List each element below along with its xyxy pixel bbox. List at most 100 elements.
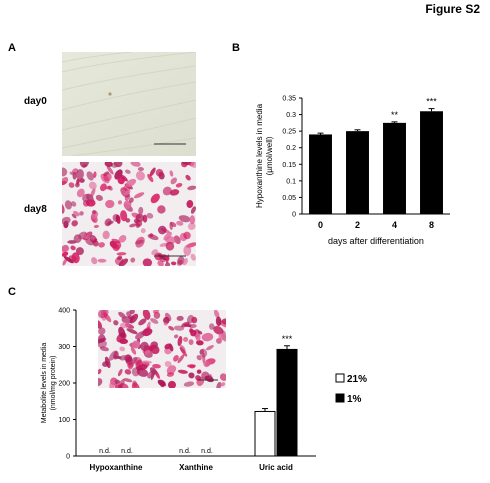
stained-cell [124,169,131,174]
stained-cell [162,186,172,196]
y-tick-label: 300 [58,344,70,351]
stained-cell [120,210,128,222]
inset-cell [166,365,177,375]
y-tick-label: 200 [58,381,70,388]
inset-cell [197,330,203,335]
inset-cell [150,318,159,324]
legend-label: 1% [347,394,362,405]
stained-cell [135,223,141,229]
x-tick-label: 0 [318,220,323,230]
x-axis-label: days after differentiation [328,236,424,246]
stained-cell [97,258,107,263]
inset-cell [128,362,134,370]
stained-cell [157,260,164,266]
inset-cell [152,363,161,369]
stained-cell [142,258,153,266]
inset-cell [199,348,208,358]
inset-cell [131,340,141,349]
stained-cell [120,174,128,182]
stained-cell [79,178,85,183]
chart-c: 0 100 200 300 400 Metabolite levels in media(… [41,308,367,473]
inset-cell [177,354,185,364]
y-axis-label: Metabolite levels in media [41,343,48,424]
stained-cell [170,177,177,185]
inset-cell [167,380,176,388]
not-detected-label: n.d. [179,448,191,455]
stained-cell [62,167,68,177]
stained-cell [62,251,69,257]
stained-cell [112,240,122,250]
inset-cell [213,310,220,319]
stained-cell [91,257,98,265]
y-tick-label: 0.05 [282,195,296,202]
stained-cell [165,241,175,251]
inset-cell [209,323,215,330]
stained-cell [190,162,196,168]
stained-cell [130,162,141,167]
stained-cell [82,200,90,207]
not-detected-label: n.d. [121,448,133,455]
stained-cell [135,239,144,245]
day8-micrograph [62,162,196,266]
stained-cell [129,197,134,203]
stained-cell [70,245,76,251]
stained-cell [76,188,85,198]
stained-cell [176,220,184,226]
stained-cell [177,259,183,266]
inset-cell [215,316,222,327]
inset-cell [196,355,202,361]
stained-cell [103,172,112,182]
inset-cell [216,381,222,388]
inset-cell [164,361,172,368]
inset-cell [189,364,196,369]
stained-cell [116,252,127,256]
stained-cell [62,204,65,214]
inset-cell [188,372,195,379]
stained-cell [133,192,145,199]
stained-cell [64,200,72,210]
figure-title: Figure S2 [425,2,480,16]
inset-cell [99,346,110,352]
inset-cell [196,340,204,346]
stained-cell [62,258,68,266]
inset-cell [135,359,144,371]
inset-cell [104,356,111,369]
stained-cell [183,244,192,256]
stained-cell [86,171,94,181]
stained-cell [85,238,94,246]
inset-cell [119,322,131,329]
bar [383,122,406,214]
stained-cell [114,256,124,266]
y-tick-label: 0.1 [286,178,296,185]
inset-cell [117,368,123,377]
inset-cell [136,368,149,377]
inset-cell [163,316,170,325]
inset-cell [190,329,197,337]
legend-swatch [335,393,345,403]
stained-cell [124,189,131,196]
inset-cell [164,343,172,350]
stained-cell [147,173,154,183]
bar [276,348,298,457]
stained-cell [170,261,177,266]
inset-cell [163,322,168,326]
inset-cell [168,325,175,331]
inset-cell [123,378,133,383]
inset-cell [149,344,160,355]
day0-micrograph [62,52,196,156]
stained-cell [170,221,177,228]
stained-cell [149,167,156,177]
stained-cell [93,224,99,229]
stained-cell [68,182,75,188]
stained-cell [113,162,123,168]
inset-cell [113,320,119,326]
inset-cell [119,355,128,361]
stained-cell [88,181,97,190]
legend-swatch [335,373,345,383]
stained-cell [169,170,174,177]
day8-label: day8 [24,204,47,215]
stained-cell [75,182,80,188]
stained-cell [187,185,196,191]
stained-cell [169,189,180,196]
stained-cell [105,199,115,209]
